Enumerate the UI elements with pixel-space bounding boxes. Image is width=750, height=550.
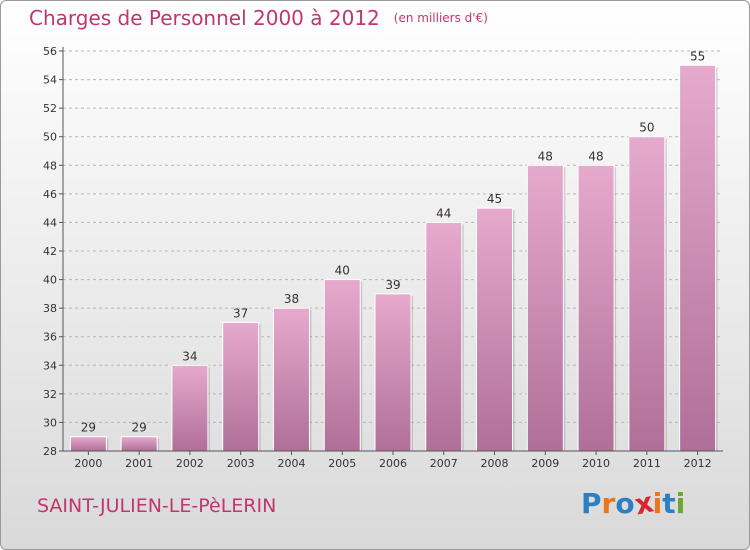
data-label: 48 — [538, 149, 553, 163]
data-label: 50 — [639, 121, 654, 135]
bar-2011 — [628, 136, 666, 452]
data-label: 48 — [588, 149, 603, 163]
y-tick-label: 46 — [43, 188, 57, 201]
bars-layer: 29 29 34 37 38 40 39 44 45 48 48 50 55 — [69, 49, 718, 452]
y-tick-label: 48 — [43, 159, 57, 172]
bar-2010 — [577, 164, 615, 452]
bar-2006 — [374, 293, 412, 452]
x-tick-label: 2012 — [684, 457, 712, 470]
x-tick-label: 2000 — [74, 457, 102, 470]
data-label: 40 — [335, 264, 350, 278]
x-tick-label: 2011 — [633, 457, 661, 470]
commune-name: SAINT-JULIEN-LE-PèLERIN — [37, 495, 277, 517]
bar-2003 — [222, 321, 260, 452]
y-tick-label: 30 — [43, 416, 57, 429]
data-label: 29 — [81, 421, 96, 435]
proxiti-logo[interactable]: Proxiti — [581, 485, 686, 521]
x-tick-label: 2003 — [227, 457, 255, 470]
x-tick-label: 2009 — [531, 457, 559, 470]
data-label: 44 — [436, 206, 451, 220]
y-tick-label: 42 — [43, 245, 57, 258]
y-tick-label: 50 — [43, 131, 57, 144]
y-tick-label: 54 — [43, 74, 57, 87]
data-label: 37 — [233, 306, 248, 320]
logo-letter: i — [652, 487, 663, 520]
y-tick-label: 34 — [43, 359, 57, 372]
data-label: 39 — [385, 278, 400, 292]
bar-2000 — [69, 436, 107, 452]
logo-letter: t — [662, 487, 676, 520]
logo-letter: P — [581, 487, 602, 520]
bar-2012 — [679, 64, 717, 452]
x-tick-label: 2001 — [125, 457, 153, 470]
y-tick-label: 44 — [43, 216, 57, 229]
bar-2002 — [171, 364, 209, 452]
data-label: 55 — [690, 49, 705, 63]
x-tick-label: 2008 — [481, 457, 509, 470]
x-tick-label: 2005 — [328, 457, 356, 470]
title-text: Charges de Personnel 2000 à 2012 — [29, 6, 380, 30]
y-tick-label: 40 — [43, 274, 57, 287]
x-tick-label: 2006 — [379, 457, 407, 470]
y-tick-label: 32 — [43, 388, 57, 401]
y-tick-label: 28 — [43, 445, 57, 458]
y-tick-label: 36 — [43, 331, 57, 344]
x-tick-label: 2010 — [582, 457, 610, 470]
bar-2001 — [120, 436, 158, 452]
unit-label: (en milliers d'€) — [393, 11, 488, 25]
y-tick-label: 56 — [43, 45, 57, 58]
y-tick-label: 38 — [43, 302, 57, 315]
data-label: 45 — [487, 192, 502, 206]
x-tick-label: 2004 — [277, 457, 305, 470]
logo-letter: o — [615, 487, 635, 520]
x-tick-label: 2002 — [176, 457, 204, 470]
x-tick-label: 2007 — [430, 457, 458, 470]
data-label: 38 — [284, 292, 299, 306]
bar-2005 — [323, 279, 361, 452]
bar-2004 — [272, 307, 310, 452]
y-tick-label: 52 — [43, 102, 57, 115]
logo-letter: r — [601, 487, 616, 520]
data-label: 34 — [182, 349, 197, 363]
logo-letter: i — [675, 487, 686, 520]
bar-2007 — [425, 221, 463, 452]
data-label: 29 — [132, 421, 147, 435]
bar-2009 — [526, 164, 564, 452]
bar-2008 — [476, 207, 514, 452]
axis-layer: 28 30 32 34 36 38 40 42 44 46 48 50 52 54 56 2000 2001 20… — [43, 45, 723, 470]
chart-title: Charges de Personnel 2000 à 2012 (en mill… — [29, 6, 488, 30]
